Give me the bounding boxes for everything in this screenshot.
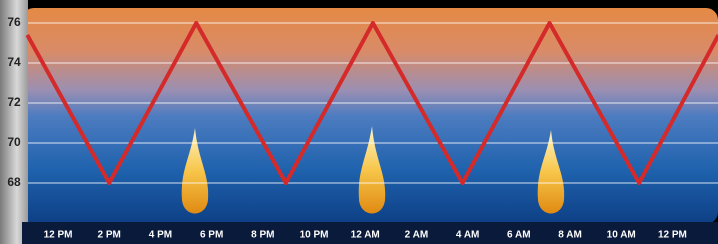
- y-axis-strip: [0, 0, 28, 244]
- y-tick-label: 72: [7, 95, 21, 109]
- x-tick-label: 4 AM: [456, 230, 480, 241]
- x-tick-label: 8 AM: [558, 230, 582, 241]
- y-tick-label: 76: [7, 15, 21, 29]
- x-tick-label: 6 AM: [507, 230, 531, 241]
- x-tick-label: 2 PM: [98, 230, 121, 241]
- x-tick-label: 10 AM: [607, 230, 636, 241]
- x-tick-label: 12 PM: [44, 230, 73, 241]
- x-tick-label: 4 PM: [149, 230, 172, 241]
- x-tick-label: 12 AM: [351, 230, 380, 241]
- x-tick-label: 2 AM: [405, 230, 429, 241]
- x-tick-label: 6 PM: [200, 230, 223, 241]
- y-tick-label: 74: [7, 55, 21, 69]
- y-tick-label: 68: [7, 175, 21, 189]
- x-tick-label: 12 PM: [658, 230, 687, 241]
- x-tick-label: 10 PM: [300, 230, 329, 241]
- x-tick-label: 8 PM: [251, 230, 274, 241]
- chart: 68 70 72 74 76 12 PM 2 PM 4 PM 6 PM 8 PM 10 PM 12 A…: [0, 0, 718, 244]
- y-tick-label: 70: [7, 135, 21, 149]
